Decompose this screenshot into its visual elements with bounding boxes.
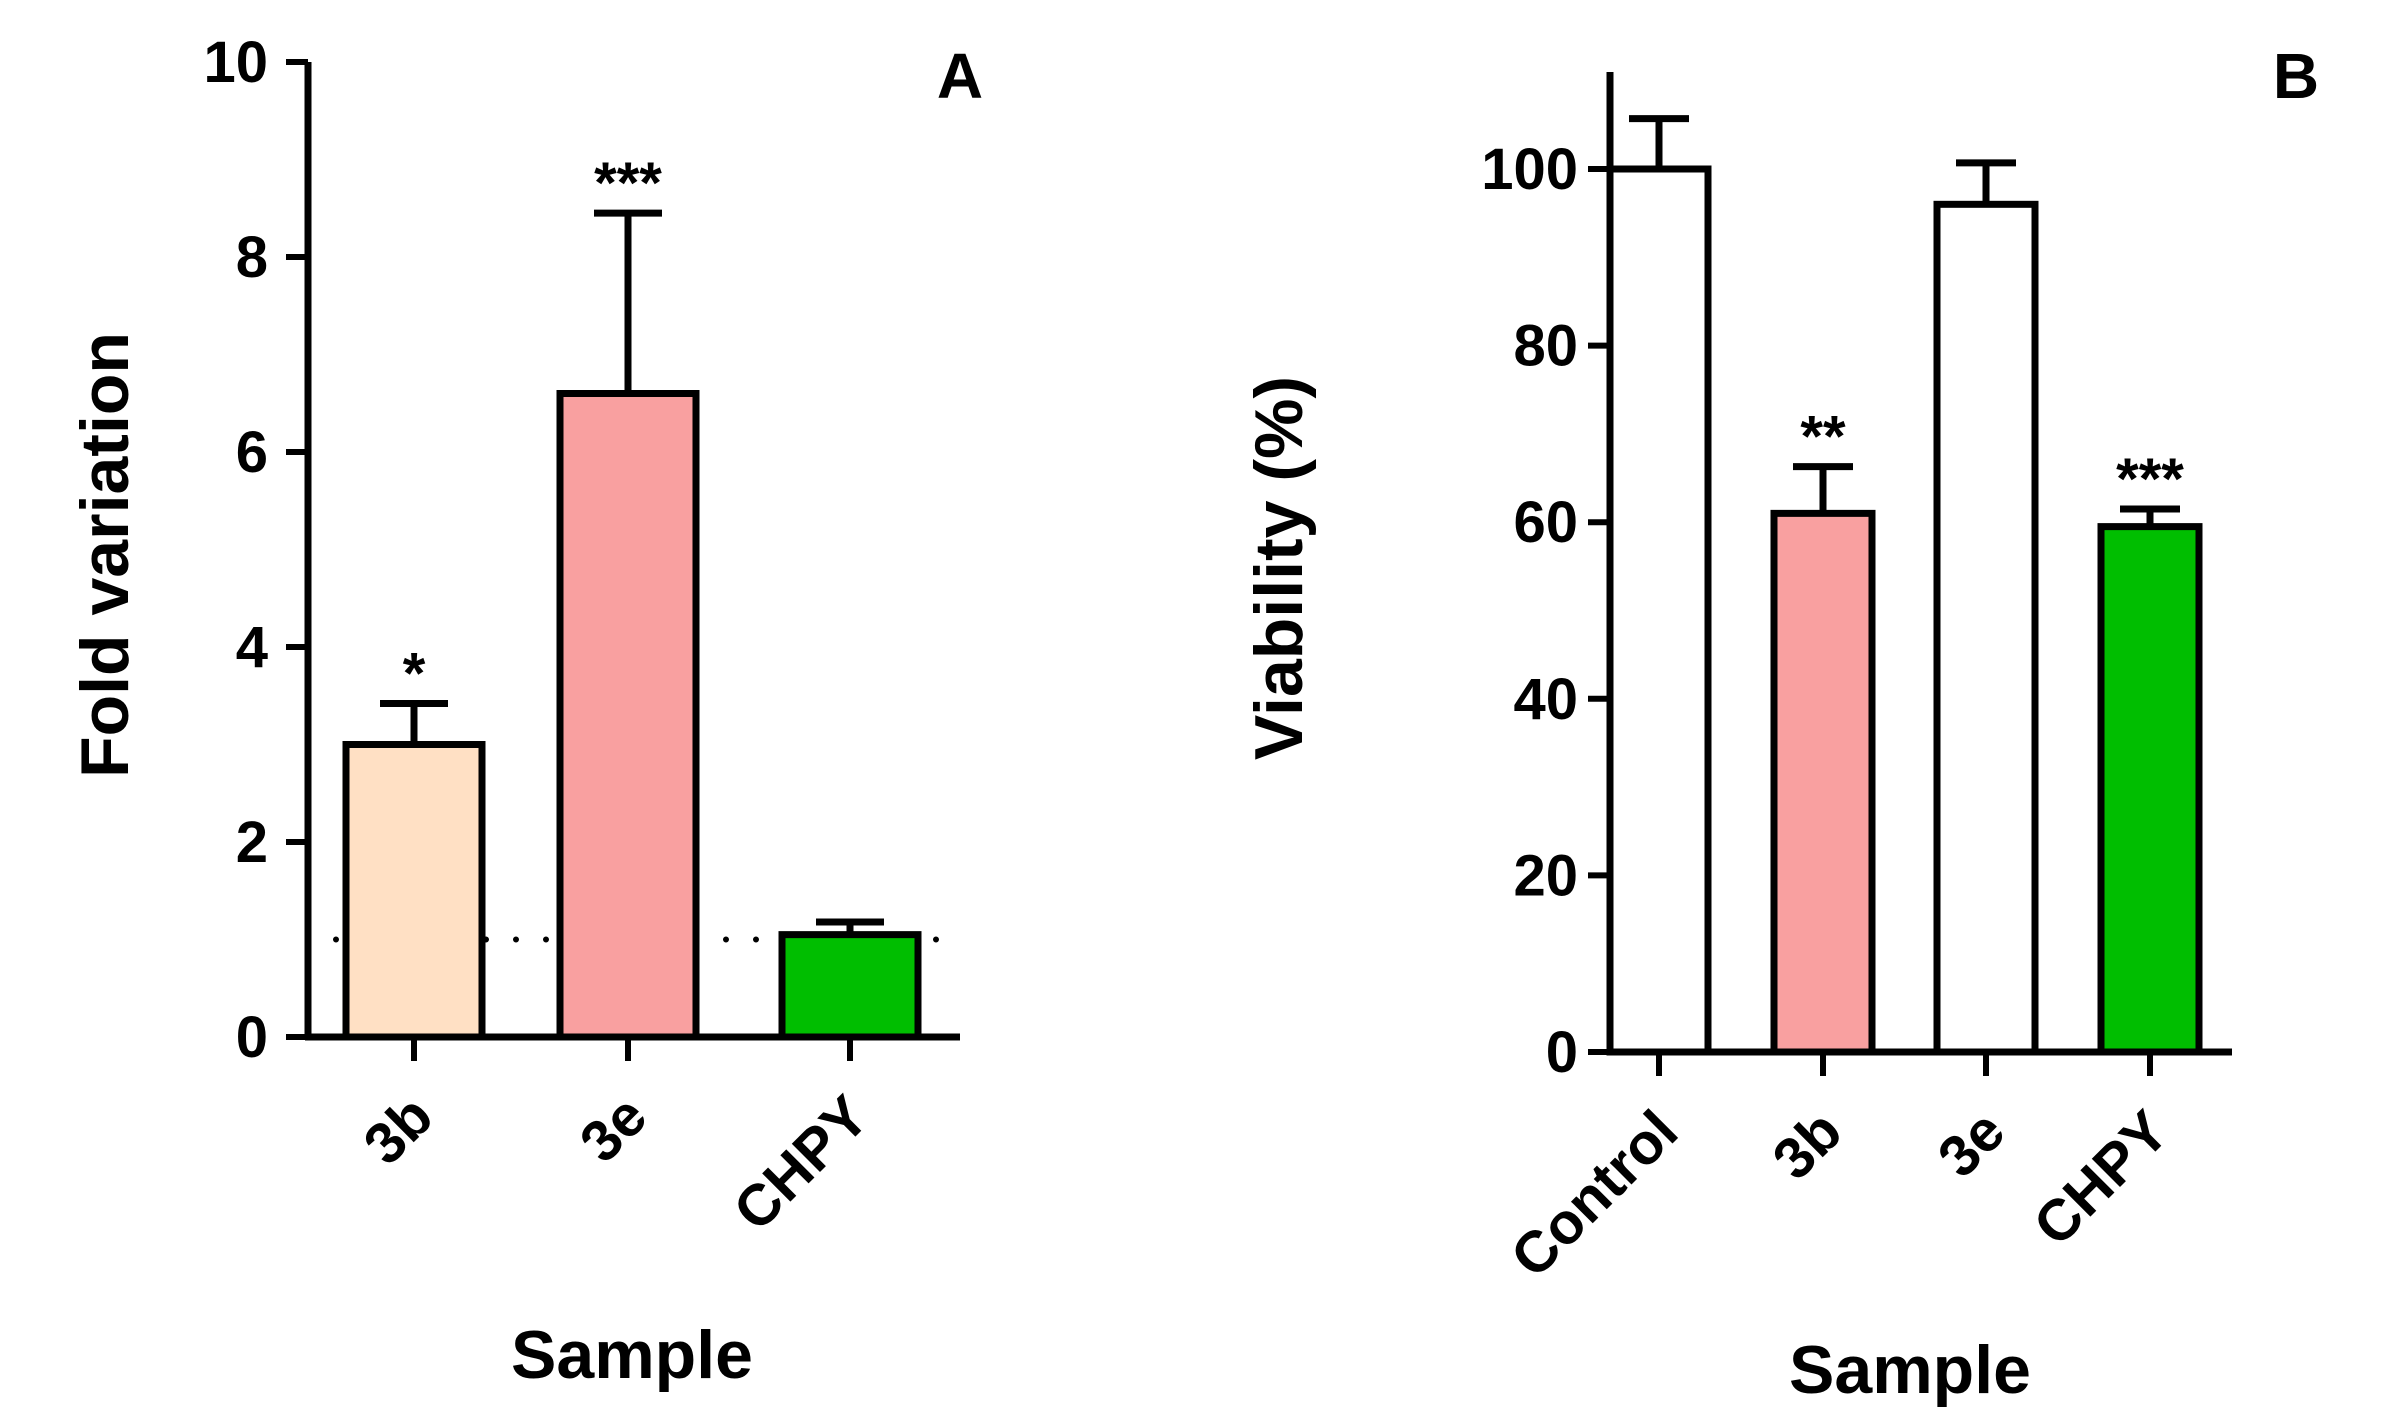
panel-a: A Fold variation Sample 0 2 4 6 8 10 3b * 3e *** C… [67,30,983,1393]
panel-b-category-label: Control [1498,1098,1690,1290]
panel-a-y-tick-label: 6 [236,420,268,485]
panel-b-category-label: 3e [1926,1098,2018,1190]
panel-b-y-axis-title: Viability (%) [1241,376,1317,760]
panel-b-y-tick-label: 20 [1513,843,1578,908]
panel-b-bar-control [1606,165,1712,1056]
panel-b: B Viability (%) Sample 0 20 40 60 80 100 Contr… [1241,40,2319,1408]
panel-b-bar-chpy [2097,523,2203,1056]
panel-a-y-tick-label: 4 [236,615,268,680]
panel-a-y-tick-label: 10 [203,30,268,95]
panel-a-label: A [937,40,983,112]
panel-a-significance-label: *** [594,151,662,216]
panel-b-significance-label: *** [2116,447,2184,512]
panel-a-category-label: 3b [351,1083,445,1177]
panel-a-y-axis-title: Fold variation [67,332,143,778]
panel-b-label: B [2273,40,2319,112]
panel-a-category-label: 3e [568,1083,660,1175]
panel-b-y-tick-label: 0 [1546,1020,1578,1085]
panel-b-category-label: CHPY [2021,1098,2181,1258]
panel-a-bar-3e [556,390,700,1041]
panel-a-category-label: CHPY [721,1083,881,1243]
panel-b-x-axis-title: Sample [1789,1332,2031,1408]
panel-a-bar-3b [342,741,486,1041]
panel-a-y-tick-label: 2 [236,810,268,875]
panel-a-bar-chpy [778,931,922,1041]
panel-a-x-axis-title: Sample [511,1317,753,1393]
panel-b-bar-3e [1933,200,2039,1056]
panel-b-y-tick-label: 80 [1513,314,1578,379]
panel-b-significance-label: ** [1800,405,1846,470]
panel-b-y-tick-label: 100 [1481,137,1578,202]
panel-b-bar-3b [1770,509,1876,1056]
panel-b-category-label: 3b [1760,1098,1854,1192]
panel-a-significance-label: * [403,642,426,707]
panel-a-y-tick-label: 0 [236,1005,268,1070]
panel-a-y-tick-label: 8 [236,225,268,290]
panel-b-y-tick-label: 40 [1513,667,1578,732]
panel-b-y-tick-label: 60 [1513,490,1578,555]
